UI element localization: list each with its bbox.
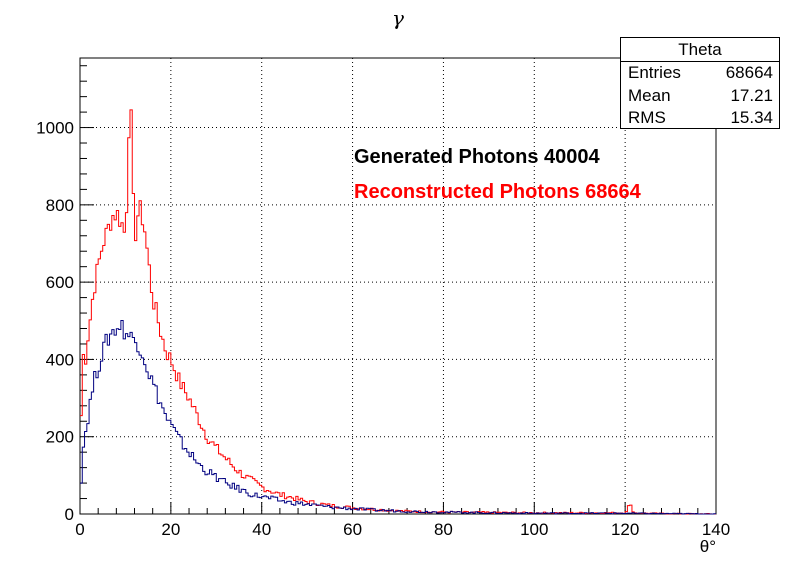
- legend-reconstructed: Reconstructed Photons 68664: [354, 181, 641, 203]
- y-tick-label: 400: [46, 350, 74, 369]
- x-tick-label: 100: [520, 520, 548, 539]
- y-tick-label: 0: [65, 505, 74, 524]
- stats-value: 68664: [725, 63, 773, 82]
- x-tick-label: 60: [343, 520, 362, 539]
- series-reconstructed: [80, 109, 716, 515]
- x-tick-label: 0: [75, 520, 84, 539]
- stats-box: Theta Entries 68664 Mean 17.21 RMS 15.34: [620, 37, 780, 129]
- stats-label: Mean: [628, 85, 671, 105]
- x-tick-label: 40: [252, 520, 271, 539]
- stats-label: Entries: [628, 63, 681, 82]
- series-generated: [80, 320, 716, 515]
- stats-row-mean: Mean 17.21: [621, 85, 779, 108]
- stats-title: Theta: [621, 38, 779, 62]
- chart-title: γ: [392, 6, 404, 30]
- stats-row-entries: Entries 68664: [621, 62, 779, 85]
- y-tick-label: 800: [46, 196, 74, 215]
- x-axis-label: θ°: [700, 537, 716, 556]
- y-tick-label: 1000: [36, 119, 74, 138]
- plot-frame: [79, 57, 717, 515]
- y-tick-label: 200: [46, 428, 74, 447]
- x-tick-label: 140: [702, 520, 730, 539]
- y-tick-label: 600: [46, 273, 74, 292]
- stats-row-rms: RMS 15.34: [621, 107, 779, 130]
- x-tick-label: 80: [434, 520, 453, 539]
- legend-generated: Generated Photons 40004: [354, 146, 600, 168]
- stats-label: RMS: [628, 108, 666, 127]
- x-tick-label: 20: [161, 520, 180, 539]
- stats-value: 17.21: [730, 85, 773, 105]
- x-tick-label: 120: [611, 520, 639, 539]
- stats-value: 15.34: [730, 108, 773, 127]
